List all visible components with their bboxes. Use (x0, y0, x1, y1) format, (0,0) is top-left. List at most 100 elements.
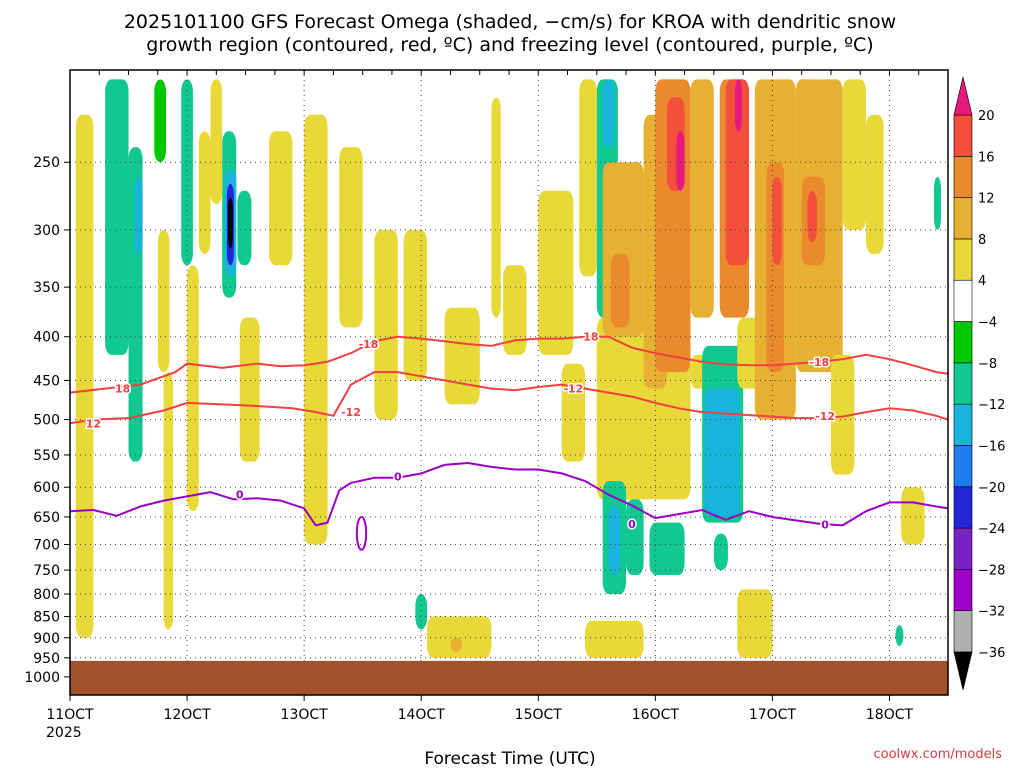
x-axis-year-label: 2025 (46, 725, 82, 741)
x-tick-label: 15OCT (515, 707, 563, 723)
omega-cell (304, 114, 328, 545)
colorbar-tick-label: −16 (978, 439, 1005, 454)
y-tick-label: 250 (33, 155, 60, 171)
colorbar-segment (953, 610, 973, 653)
y-tick-label: 800 (33, 587, 60, 603)
omega-cell (415, 594, 428, 630)
chart-title-line-2: growth region (contoured, red, ºC) and f… (146, 34, 873, 56)
omega-cell (649, 522, 685, 576)
chart-title-line-1: 2025101100 GFS Forecast Omega (shaded, −… (124, 11, 896, 33)
omega-cell (895, 625, 904, 646)
y-tick-label: 750 (33, 563, 60, 579)
contour-line-minus18 (69, 335, 949, 394)
omega-cell (444, 307, 480, 405)
colorbar-tick-label: −28 (978, 563, 1005, 578)
omega-cell (403, 229, 428, 381)
colorbar-over-arrow (953, 76, 973, 116)
contour-label: 0 (236, 489, 244, 502)
omega-cell (154, 79, 166, 163)
y-tick-label: 350 (33, 280, 60, 296)
omega-cell (713, 533, 728, 571)
y-tick-label: 650 (33, 510, 60, 526)
omega-cell (676, 131, 685, 191)
y-axis-ticks: 250 300 350 400 450 500 550 600 650 700 750 800 850 9… (24, 155, 70, 686)
omega-cell (561, 363, 586, 462)
omega-cell (608, 505, 621, 576)
colorbar-segment (953, 238, 973, 281)
colorbar: −36 −32 −28 −24 −20 −16 −12 −8 −4 4 8 12 16 20 (953, 76, 1005, 691)
omega-cell (602, 79, 615, 148)
y-tick-label: 850 (33, 610, 60, 626)
contour-label: 0 (628, 518, 636, 531)
omega-cell (228, 197, 233, 249)
omega-cell (491, 97, 501, 318)
contour-labels: 18 12 -18 -12 18 -12 -18 -12 0 0 0 0 (84, 329, 836, 533)
contour-label: 18 (583, 331, 598, 344)
closed-contour-freezing (355, 515, 368, 551)
contour-label: -18 (359, 338, 379, 351)
contour-label: 18 (115, 383, 130, 396)
colorbar-tick-label: −4 (978, 316, 997, 331)
colorbar-tick-label: 20 (978, 109, 995, 124)
contour-label: -12 (341, 406, 361, 419)
omega-cell (75, 114, 94, 638)
omega-cell (427, 616, 492, 658)
contour-label: 0 (821, 518, 829, 531)
omega-cell (772, 176, 782, 266)
colorbar-segment (953, 445, 973, 488)
colorbar-segment (953, 197, 973, 240)
colorbar-tick-label: −36 (978, 646, 1005, 661)
omega-cell (503, 265, 527, 355)
omega-cell (538, 190, 574, 355)
omega-cell (725, 79, 749, 266)
colorbar-tick-label: 16 (978, 150, 995, 165)
y-tick-label: 950 (33, 651, 60, 667)
y-tick-label: 700 (33, 537, 60, 553)
omega-cell (737, 589, 773, 658)
y-tick-label: 1000 (24, 670, 60, 686)
colorbar-tick-label: −24 (978, 522, 1005, 537)
y-tick-label: 500 (33, 413, 60, 429)
contour-label: -18 (809, 356, 829, 369)
colorbar-tick-label: −32 (978, 605, 1005, 620)
colorbar-tick-label: −8 (978, 357, 997, 372)
omega-cell (339, 147, 363, 328)
omega-cell (187, 265, 199, 512)
x-tick-label: 11OCT (46, 707, 94, 723)
x-tick-label: 13OCT (281, 707, 329, 723)
colorbar-tick-label: 4 (978, 274, 986, 289)
omega-cell (181, 79, 193, 266)
x-tick-label: 16OCT (632, 707, 680, 723)
omega-cell (585, 620, 644, 658)
y-tick-label: 400 (33, 330, 60, 346)
contour-label: -12 (815, 410, 835, 423)
omega-cell (105, 79, 129, 355)
y-tick-label: 600 (33, 480, 60, 496)
plot-border (69, 69, 949, 696)
y-tick-label: 300 (33, 223, 60, 239)
x-tick-label: 18OCT (866, 707, 914, 723)
contour-line-0 (69, 461, 949, 527)
colorbar-segment (953, 279, 973, 322)
contour-label: 12 (86, 417, 101, 430)
colorbar-tick-label: 12 (978, 192, 995, 207)
omega-cell (866, 114, 884, 254)
x-tick-label: 12OCT (163, 707, 211, 723)
omega-cell (901, 487, 925, 545)
y-tick-label: 550 (33, 448, 60, 464)
omega-cell (269, 131, 293, 266)
ground-layer (70, 660, 948, 695)
contour-lines (69, 335, 949, 551)
colorbar-segment (953, 527, 973, 570)
ground-fill (70, 660, 948, 695)
colorbar-tick-label: −12 (978, 398, 1005, 413)
omega-cell (734, 79, 742, 132)
colorbar-segment (953, 321, 973, 364)
omega-cell (134, 176, 143, 254)
omega-cell (690, 79, 714, 318)
colorbar-tick-label: 8 (978, 233, 986, 248)
colorbar-segment (953, 362, 973, 405)
omega-cell (374, 229, 398, 420)
